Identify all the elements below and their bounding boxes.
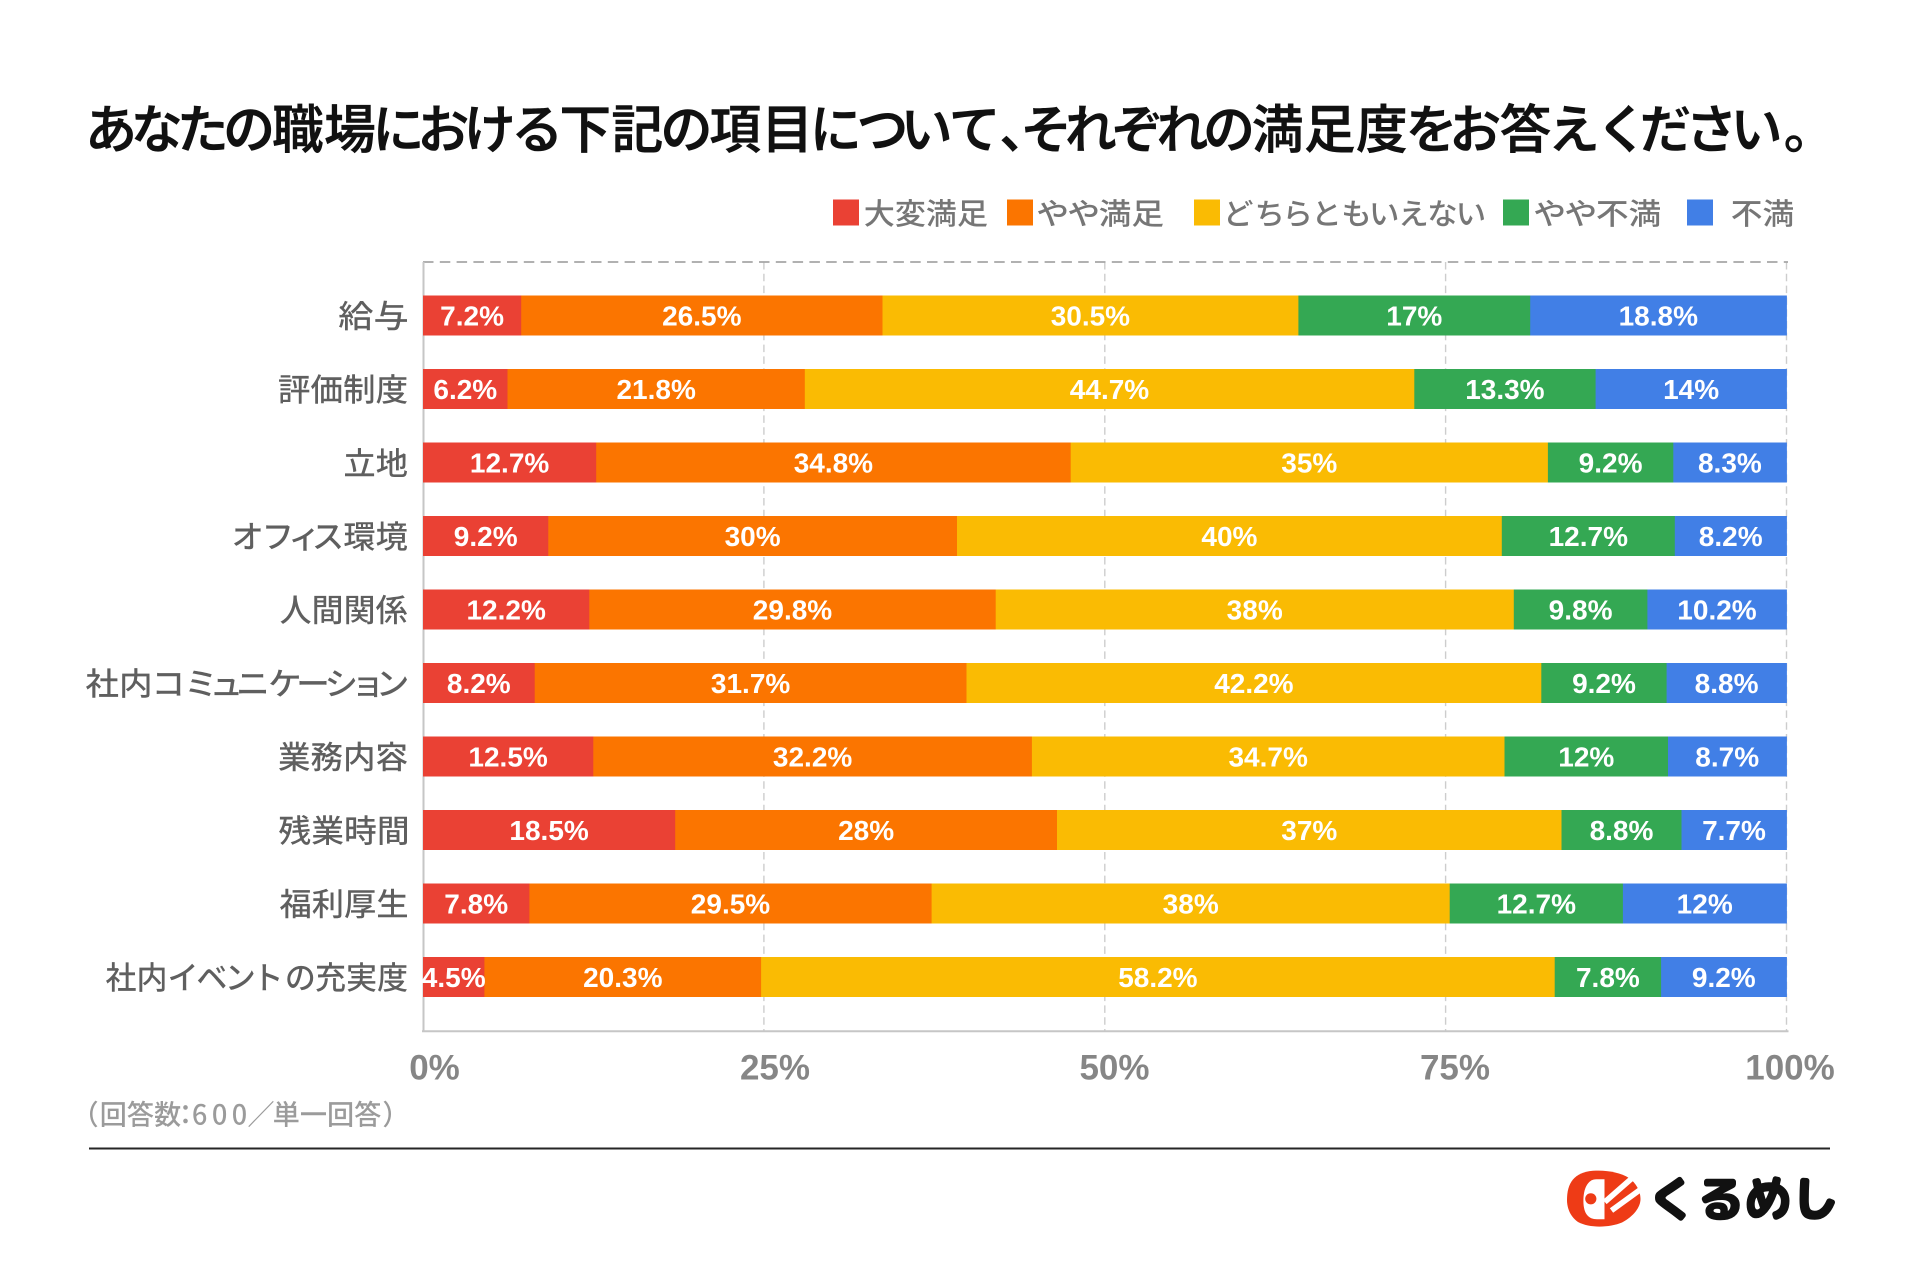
svg-text:9.8%: 9.8% [1549,595,1613,626]
svg-text:58.2%: 58.2% [1118,962,1197,993]
svg-text:12.5%: 12.5% [468,742,547,773]
svg-text:9.2%: 9.2% [1579,448,1643,479]
svg-text:8.7%: 8.7% [1695,742,1759,773]
svg-text:8.8%: 8.8% [1590,815,1654,846]
svg-text:7.2%: 7.2% [440,301,504,332]
svg-text:8.8%: 8.8% [1695,668,1759,699]
svg-text:37%: 37% [1281,815,1337,846]
svg-text:0%: 0% [409,1049,460,1088]
svg-text:44.7%: 44.7% [1070,374,1149,405]
svg-text:14%: 14% [1663,374,1719,405]
svg-text:12.2%: 12.2% [466,595,545,626]
svg-text:9.2%: 9.2% [1692,962,1756,993]
svg-text:12%: 12% [1558,742,1614,773]
svg-text:6.2%: 6.2% [433,374,497,405]
svg-text:17%: 17% [1386,301,1442,332]
svg-text:40%: 40% [1201,521,1257,552]
svg-text:30%: 30% [725,521,781,552]
svg-text:18.5%: 18.5% [509,815,588,846]
svg-text:8.2%: 8.2% [447,668,511,699]
svg-text:18.8%: 18.8% [1619,301,1698,332]
svg-text:30.5%: 30.5% [1051,301,1130,332]
svg-text:8.3%: 8.3% [1698,448,1762,479]
svg-text:35%: 35% [1281,448,1337,479]
svg-text:9.2%: 9.2% [1572,668,1636,699]
svg-text:21.8%: 21.8% [616,374,695,405]
svg-text:38%: 38% [1227,595,1283,626]
svg-text:20.3%: 20.3% [583,962,662,993]
svg-text:31.7%: 31.7% [711,668,790,699]
svg-text:42.2%: 42.2% [1214,668,1293,699]
svg-text:12.7%: 12.7% [1549,521,1628,552]
svg-text:50%: 50% [1079,1049,1149,1088]
svg-text:4.5%: 4.5% [422,962,486,993]
svg-text:28%: 28% [838,815,894,846]
svg-text:100%: 100% [1745,1049,1835,1088]
svg-text:29.5%: 29.5% [691,889,770,920]
svg-text:7.7%: 7.7% [1702,815,1766,846]
svg-text:7.8%: 7.8% [444,889,508,920]
svg-text:12.7%: 12.7% [1497,889,1576,920]
svg-text:32.2%: 32.2% [773,742,852,773]
svg-text:34.8%: 34.8% [794,448,873,479]
svg-text:12%: 12% [1677,889,1733,920]
svg-text:34.7%: 34.7% [1228,742,1307,773]
svg-text:9.2%: 9.2% [454,521,518,552]
svg-text:26.5%: 26.5% [662,301,741,332]
svg-text:29.8%: 29.8% [753,595,832,626]
svg-text:75%: 75% [1420,1049,1490,1088]
svg-text:12.7%: 12.7% [470,448,549,479]
svg-text:8.2%: 8.2% [1699,521,1763,552]
svg-text:10.2%: 10.2% [1677,595,1756,626]
svg-text:13.3%: 13.3% [1465,374,1544,405]
svg-text:25%: 25% [740,1049,810,1088]
svg-text:38%: 38% [1163,889,1219,920]
svg-text:7.8%: 7.8% [1576,962,1640,993]
